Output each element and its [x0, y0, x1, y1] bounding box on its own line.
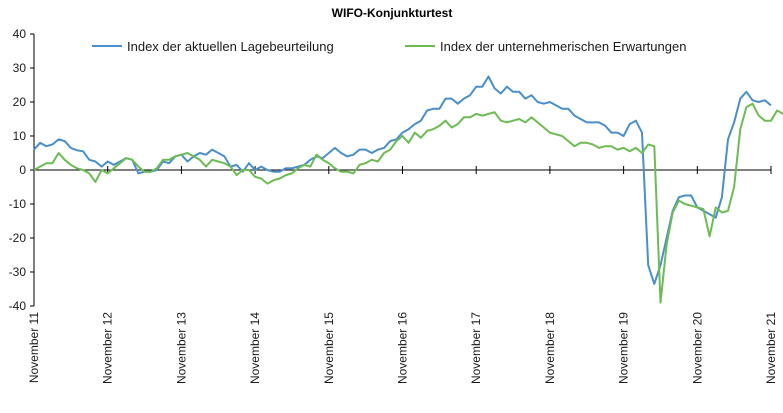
y-tick-label: 10	[13, 129, 27, 143]
y-tick-label: 40	[13, 27, 27, 41]
y-tick-label: 0	[19, 163, 26, 177]
y-tick-label: 20	[13, 95, 27, 109]
y-tick-label: 30	[13, 61, 27, 75]
x-tick-label: November 16	[396, 312, 410, 384]
x-tick-label: November 17	[469, 312, 483, 384]
x-tick-label: November 19	[617, 312, 631, 384]
x-tick-label: November 15	[322, 312, 336, 384]
series-line-1	[33, 75, 772, 285]
x-tick-label: November 21	[764, 312, 778, 384]
axes: -40 -30 -20 -10 0 10 20 30 40 November 11 November…	[9, 27, 778, 384]
x-tick-label: November 11	[27, 312, 41, 383]
x-tick-label: November 14	[248, 312, 262, 384]
chart-title: WIFO-Konjunkturtest	[332, 6, 453, 20]
series-line-2	[33, 102, 783, 304]
legend-label-1: Index der aktuellen Lagebeurteilung	[127, 39, 334, 54]
x-tick-label: November 18	[543, 312, 557, 384]
y-tick-label: -40	[9, 299, 27, 313]
y-tick-label: -20	[9, 231, 27, 245]
legend-label-2: Index der unternehmerischen Erwartungen	[440, 39, 686, 54]
x-tick-label: November 20	[690, 312, 704, 384]
x-tick-label: November 13	[174, 312, 188, 384]
y-tick-label: -10	[9, 197, 27, 211]
legend: Index der aktuellen Lagebeurteilung Index…	[92, 39, 686, 54]
series-layer	[33, 75, 783, 304]
y-tick-label: -30	[9, 265, 27, 279]
x-tick-label: November 12	[101, 312, 115, 384]
